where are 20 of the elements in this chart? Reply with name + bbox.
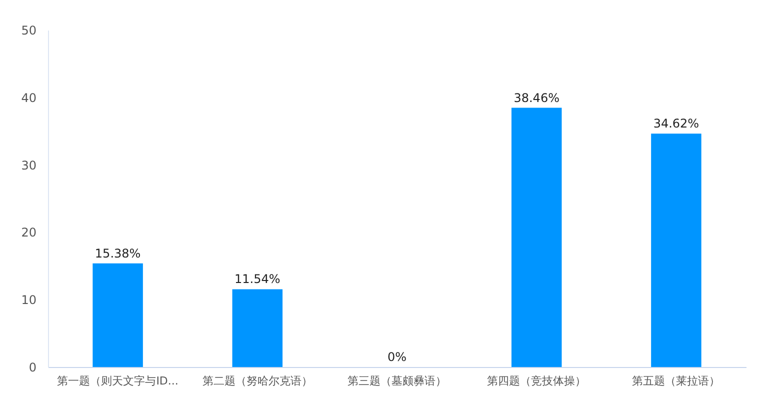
data-label: 0% [387, 350, 407, 364]
x-tick-label: 第三题（墓颇彝语） [348, 374, 446, 388]
data-label: 15.38% [94, 246, 141, 260]
x-tick-label: 第五题（莱拉语） [632, 374, 720, 388]
data-label: 34.62% [653, 116, 700, 131]
y-tick-label: 10 [21, 293, 36, 308]
bar [232, 289, 283, 367]
data-label: 11.54% [234, 272, 280, 286]
y-tick-label: 20 [21, 226, 36, 240]
x-tick-label: 第四题（竞技体操） [487, 374, 586, 388]
bar [511, 108, 562, 367]
y-tick-label: 50 [21, 24, 36, 38]
data-label: 38.46% [514, 90, 560, 105]
y-tick-label: 30 [21, 158, 36, 172]
x-tick-label: 第二题（努哈尔克语） [202, 374, 312, 388]
y-tick-label: 40 [21, 90, 36, 105]
bar [651, 134, 702, 367]
bar [92, 263, 143, 367]
y-tick-label: 0 [28, 360, 36, 374]
x-tick-label: 第一题（则天文字与ID... [57, 374, 178, 388]
